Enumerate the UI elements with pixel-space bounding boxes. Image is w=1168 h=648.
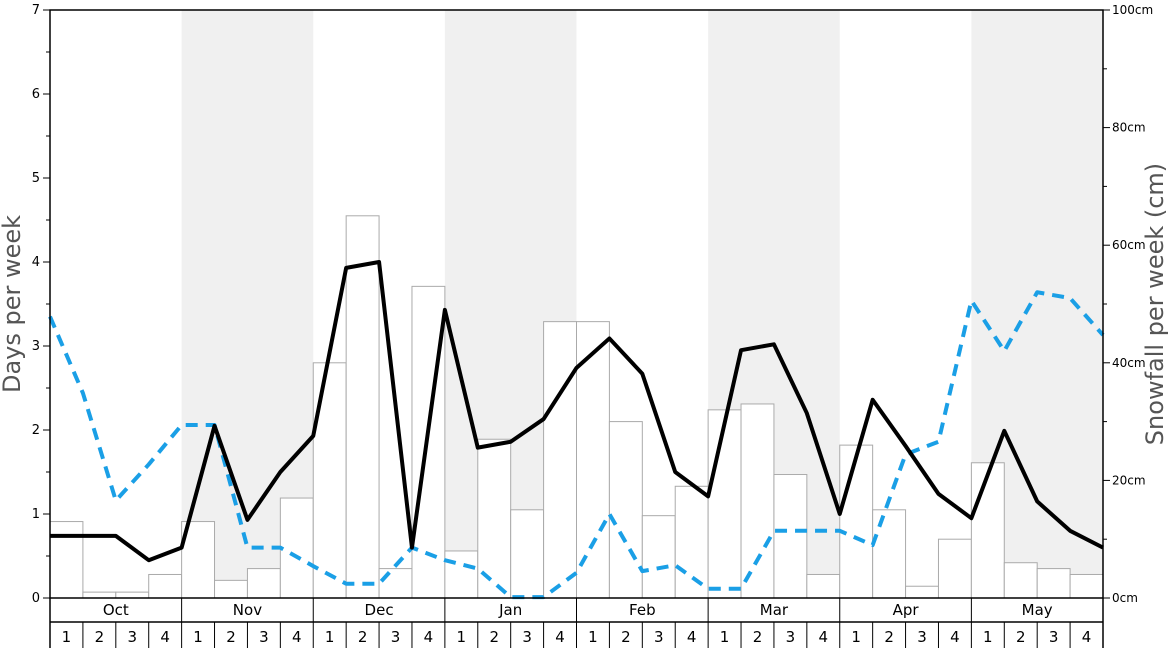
- bottom-axis: Oct 1 2 3 4 Nov 1 2 3 4 Dec 1 2 3 4 Jan 1 2 3 4 Feb 1 2 3 4 Mar 1 2…: [49, 598, 1104, 648]
- right-tick-label: 60cm: [1112, 238, 1146, 252]
- snowfall-bar: [937, 538, 972, 599]
- snowfall-bar: [806, 573, 841, 599]
- snowfall-bar: [641, 515, 676, 599]
- month-label-dec: Dec: [365, 601, 394, 619]
- week-label: 4: [424, 628, 434, 646]
- week-label: 2: [884, 628, 894, 646]
- week-label: 4: [950, 628, 960, 646]
- week-label: 3: [654, 628, 664, 646]
- week-label: 4: [687, 628, 697, 646]
- week-label: 1: [62, 628, 72, 646]
- snowfall-bar: [49, 521, 84, 599]
- right-tick-label: 40cm: [1112, 356, 1146, 370]
- week-label: 3: [522, 628, 532, 646]
- left-tick-label: 2: [32, 423, 40, 438]
- month-label-jan: Jan: [498, 601, 522, 619]
- week-label: 1: [325, 628, 335, 646]
- week-label: 4: [555, 628, 565, 646]
- week-label: 1: [193, 628, 203, 646]
- month-label-mar: Mar: [760, 601, 789, 619]
- snowfall-bar: [905, 585, 939, 599]
- snowfall-bar: [345, 215, 380, 599]
- snowfall-bar: [279, 497, 314, 599]
- week-label: 2: [1016, 628, 1026, 646]
- right-tick-label: 0cm: [1112, 591, 1138, 605]
- week-label: 2: [226, 628, 236, 646]
- week-label: 2: [95, 628, 105, 646]
- left-tick-label: 6: [32, 87, 40, 102]
- solid-series-line: [50, 260, 1104, 563]
- week-label: 3: [127, 628, 137, 646]
- snowfall-bar: [378, 568, 413, 599]
- left-axis: 0 1 2 3 4 5 6 7: [32, 3, 50, 606]
- snowfall-bar: [839, 444, 874, 599]
- week-label: 1: [851, 628, 861, 646]
- week-label: 4: [1082, 628, 1092, 646]
- week-label: 1: [720, 628, 730, 646]
- snowfall-bar: [1069, 573, 1104, 599]
- week-label: 3: [1049, 628, 1059, 646]
- snowfall-bar: [115, 591, 150, 599]
- left-tick-label: 1: [32, 507, 40, 522]
- snowfall-bar: [543, 321, 577, 599]
- snowfall-bar: [444, 550, 479, 599]
- week-label: 3: [391, 628, 401, 646]
- snowfall-bar: [773, 474, 808, 599]
- week-label: 1: [588, 628, 598, 646]
- snowfall-bar: [214, 579, 248, 599]
- y-axis-title-right: Snowfall per week (cm): [1141, 163, 1168, 445]
- snowfall-bar: [608, 421, 643, 599]
- snowfall-bar: [246, 568, 281, 599]
- right-axis: 0cm 20cm 40cm 60cm 80cm 100cm: [1103, 3, 1153, 605]
- week-label: 3: [786, 628, 796, 646]
- month-label-feb: Feb: [629, 601, 656, 619]
- y-axis-title-left: Days per week: [0, 215, 26, 393]
- right-tick-label: 20cm: [1112, 473, 1146, 487]
- week-label: 3: [917, 628, 927, 646]
- chart-lines: [48, 260, 1105, 600]
- left-tick-label: 4: [32, 255, 40, 270]
- week-label: 4: [819, 628, 829, 646]
- week-label: 4: [160, 628, 170, 646]
- week-label: 2: [489, 628, 499, 646]
- month-label-oct: Oct: [103, 601, 129, 619]
- week-label: 3: [259, 628, 269, 646]
- left-tick-label: 3: [32, 339, 40, 354]
- left-tick-label: 0: [32, 591, 40, 606]
- month-label-nov: Nov: [233, 601, 262, 619]
- snowfall-bar: [674, 485, 709, 599]
- snowfall-bar: [970, 462, 1005, 599]
- snowfall-bar: [312, 362, 347, 599]
- week-label: 2: [358, 628, 368, 646]
- week-label: 1: [457, 628, 467, 646]
- week-label: 4: [292, 628, 302, 646]
- left-tick-label: 7: [32, 3, 40, 18]
- snowfall-bar: [510, 509, 545, 599]
- dashed-series-line: [48, 290, 1105, 600]
- snowfall-bar: [1003, 562, 1038, 599]
- month-label-may: May: [1022, 601, 1053, 619]
- snowfall-bar: [82, 591, 117, 599]
- week-label: 2: [753, 628, 763, 646]
- right-tick-label: 100cm: [1112, 3, 1153, 17]
- snowfall-bar: [707, 409, 742, 599]
- snowfall-bar: [1036, 568, 1071, 599]
- month-label-apr: Apr: [893, 601, 920, 619]
- right-tick-label: 80cm: [1112, 121, 1146, 135]
- snowfall-bar: [148, 573, 183, 599]
- left-tick-label: 5: [32, 171, 40, 186]
- snowfall-bar: [872, 509, 907, 599]
- week-label: 2: [621, 628, 631, 646]
- week-label: 1: [983, 628, 993, 646]
- snowfall-bar: [740, 403, 775, 599]
